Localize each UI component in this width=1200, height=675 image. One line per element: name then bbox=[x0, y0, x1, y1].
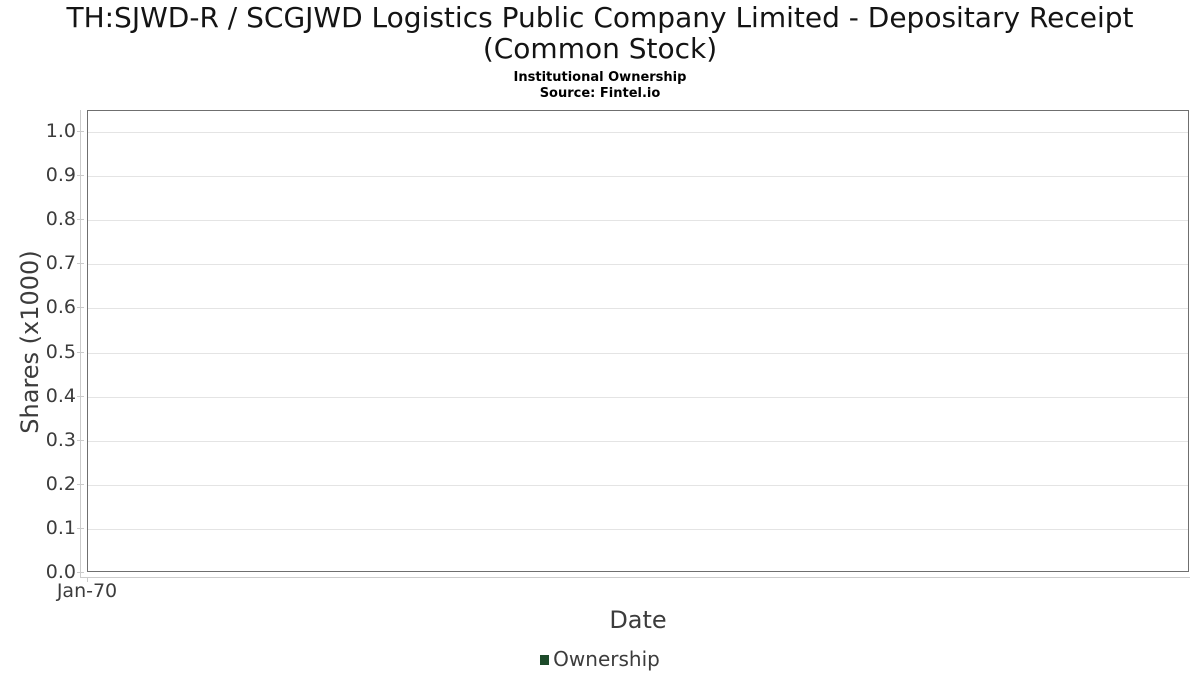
y-tick-mark bbox=[77, 572, 84, 573]
x-tick-mark bbox=[87, 577, 88, 582]
y-tick-mark bbox=[77, 219, 84, 220]
y-tick-label: 0.2 bbox=[45, 473, 76, 495]
y-gridline bbox=[88, 220, 1188, 221]
y-axis-line bbox=[80, 110, 81, 578]
legend-label: Ownership bbox=[553, 647, 660, 671]
chart-header: TH:SJWD-R / SCGJWD Logistics Public Comp… bbox=[0, 2, 1200, 102]
y-tick-label: 0.8 bbox=[45, 208, 76, 230]
y-tick-label: 0.4 bbox=[45, 385, 76, 407]
legend-square-marker-icon bbox=[540, 654, 550, 665]
chart-source: Source: Fintel.io bbox=[539, 86, 661, 101]
x-axis-line bbox=[80, 577, 1190, 578]
y-tick-label: 0.5 bbox=[45, 341, 76, 363]
x-axis-title: Date bbox=[609, 606, 667, 634]
y-gridline bbox=[88, 176, 1188, 177]
y-tick-mark bbox=[77, 440, 84, 441]
chart-title-line-1: TH:SJWD-R / SCGJWD Logistics Public Comp… bbox=[66, 1, 1134, 34]
y-tick-label: 1.0 bbox=[45, 120, 76, 142]
y-tick-label: 0.1 bbox=[45, 517, 76, 539]
y-axis-ticks bbox=[77, 110, 84, 573]
y-tick-label: 0.7 bbox=[45, 252, 76, 274]
y-gridline bbox=[88, 485, 1188, 486]
y-tick-label: 0.9 bbox=[45, 164, 76, 186]
y-gridline bbox=[88, 308, 1188, 309]
legend-item-ownership[interactable]: Ownership bbox=[540, 647, 660, 671]
chart-subtitle: Institutional Ownership bbox=[513, 70, 687, 85]
y-tick-mark bbox=[77, 352, 84, 353]
y-gridline bbox=[88, 397, 1188, 398]
y-axis-title: Shares (x1000) bbox=[16, 250, 44, 434]
y-tick-label: 0.3 bbox=[45, 429, 76, 451]
y-gridline bbox=[88, 441, 1188, 442]
legend: Ownership bbox=[0, 647, 1200, 671]
y-gridline bbox=[88, 132, 1188, 133]
y-tick-label: 0.0 bbox=[45, 561, 76, 583]
y-tick-mark bbox=[77, 175, 84, 176]
y-tick-mark bbox=[77, 484, 84, 485]
y-axis-labels: 1.0 0.9 0.8 0.7 0.6 0.5 0.4 0.3 0.2 0.1 0.0 bbox=[0, 110, 76, 583]
plot-area bbox=[87, 110, 1189, 572]
y-tick-mark bbox=[77, 307, 84, 308]
y-tick-mark bbox=[77, 131, 84, 132]
y-tick-mark bbox=[77, 263, 84, 264]
y-gridline bbox=[88, 264, 1188, 265]
y-gridline bbox=[88, 529, 1188, 530]
chart-title-line-2: (Common Stock) bbox=[482, 32, 718, 65]
y-gridline bbox=[88, 353, 1188, 354]
y-tick-label: 0.6 bbox=[45, 296, 76, 318]
x-tick-label: Jan-70 bbox=[56, 580, 118, 602]
y-tick-mark bbox=[77, 528, 84, 529]
y-tick-mark bbox=[77, 396, 84, 397]
